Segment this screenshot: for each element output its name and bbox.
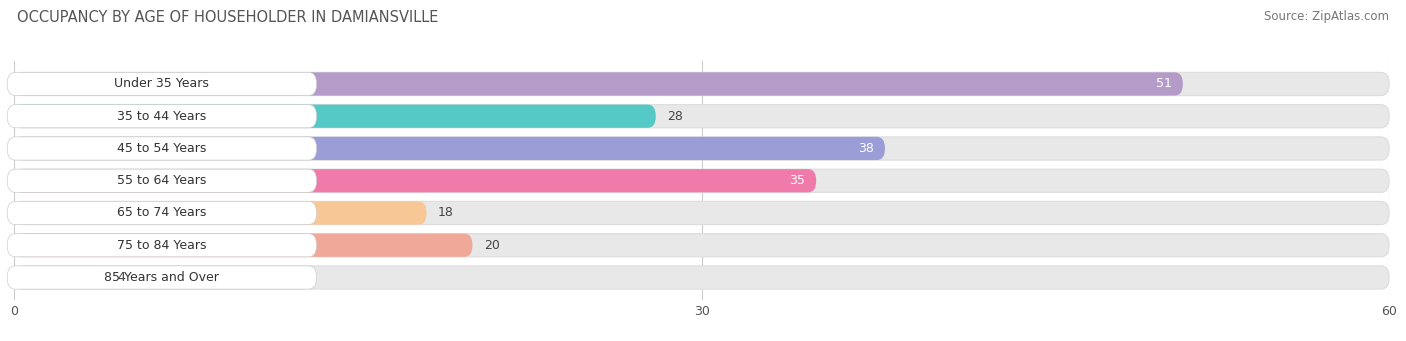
FancyBboxPatch shape: [7, 137, 316, 160]
Text: 85 Years and Over: 85 Years and Over: [104, 271, 219, 284]
FancyBboxPatch shape: [14, 266, 1389, 289]
Text: 65 to 74 Years: 65 to 74 Years: [117, 207, 207, 220]
FancyBboxPatch shape: [14, 72, 1389, 95]
Text: 18: 18: [439, 207, 454, 220]
Text: Source: ZipAtlas.com: Source: ZipAtlas.com: [1264, 10, 1389, 23]
Text: OCCUPANCY BY AGE OF HOUSEHOLDER IN DAMIANSVILLE: OCCUPANCY BY AGE OF HOUSEHOLDER IN DAMIA…: [17, 10, 439, 25]
Text: 20: 20: [484, 239, 499, 252]
Text: 38: 38: [858, 142, 873, 155]
FancyBboxPatch shape: [14, 234, 1389, 257]
FancyBboxPatch shape: [14, 169, 1389, 192]
FancyBboxPatch shape: [14, 105, 655, 128]
Text: 55 to 64 Years: 55 to 64 Years: [117, 174, 207, 187]
Text: 35: 35: [789, 174, 804, 187]
FancyBboxPatch shape: [14, 137, 884, 160]
Text: 4: 4: [117, 271, 125, 284]
FancyBboxPatch shape: [7, 105, 316, 128]
FancyBboxPatch shape: [14, 169, 815, 192]
FancyBboxPatch shape: [7, 72, 316, 95]
FancyBboxPatch shape: [14, 202, 1389, 225]
FancyBboxPatch shape: [14, 202, 426, 225]
Text: 28: 28: [668, 110, 683, 123]
FancyBboxPatch shape: [14, 72, 1182, 95]
Text: 45 to 54 Years: 45 to 54 Years: [117, 142, 207, 155]
Text: 35 to 44 Years: 35 to 44 Years: [117, 110, 207, 123]
FancyBboxPatch shape: [14, 105, 1389, 128]
FancyBboxPatch shape: [7, 202, 316, 225]
Text: Under 35 Years: Under 35 Years: [114, 77, 209, 90]
FancyBboxPatch shape: [14, 137, 1389, 160]
Text: 75 to 84 Years: 75 to 84 Years: [117, 239, 207, 252]
FancyBboxPatch shape: [14, 266, 105, 289]
FancyBboxPatch shape: [14, 234, 472, 257]
FancyBboxPatch shape: [7, 234, 316, 257]
Text: 51: 51: [1156, 77, 1171, 90]
FancyBboxPatch shape: [7, 266, 316, 289]
FancyBboxPatch shape: [7, 169, 316, 192]
